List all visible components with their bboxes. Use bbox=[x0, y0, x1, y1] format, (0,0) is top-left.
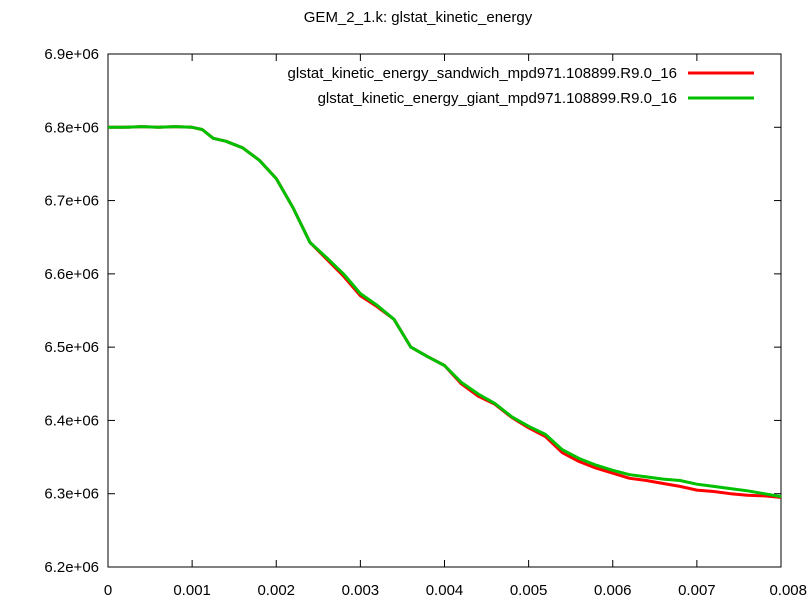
y-tick-label: 6.9e+06 bbox=[44, 46, 99, 63]
x-tick-label: 0.007 bbox=[678, 582, 716, 599]
series-line-2 bbox=[108, 125, 782, 499]
y-tick-label: 6.7e+06 bbox=[44, 193, 99, 210]
y-tick-label: 6.2e+06 bbox=[44, 559, 99, 576]
x-tick-label: 0.004 bbox=[426, 582, 464, 599]
legend-label-1: glstat_kinetic_energy_sandwich_mpd971.10… bbox=[288, 65, 677, 82]
chart-title: GEM_2_1.k: glstat_kinetic_energy bbox=[304, 9, 533, 26]
x-tick-label: 0.001 bbox=[173, 582, 211, 599]
y-tick-label: 6.3e+06 bbox=[44, 486, 99, 503]
x-tick-label: 0 bbox=[104, 582, 112, 599]
y-axis-ticks: 6.2e+06 6.3e+06 6.4e+06 6.5e+06 6.6e+06 6.7e+… bbox=[44, 46, 781, 576]
series-lines bbox=[108, 125, 782, 499]
series-line-1 bbox=[108, 125, 782, 499]
plot-area-frame bbox=[107, 53, 782, 568]
y-tick-label: 6.4e+06 bbox=[44, 412, 99, 429]
y-tick-label: 6.5e+06 bbox=[44, 339, 99, 356]
y-tick-label: 6.8e+06 bbox=[44, 119, 99, 136]
x-tick-label: 0.005 bbox=[510, 582, 548, 599]
legend: glstat_kinetic_energy_sandwich_mpd971.10… bbox=[288, 65, 754, 107]
y-tick-label: 6.6e+06 bbox=[44, 266, 99, 283]
x-tick-label: 0.008 bbox=[769, 582, 807, 599]
x-axis-ticks: 0 0.001 0.002 0.003 0.004 0.005 0.006 0.007 0.00… bbox=[104, 54, 807, 599]
x-tick-label: 0.003 bbox=[342, 582, 380, 599]
x-tick-label: 0.002 bbox=[257, 582, 295, 599]
legend-label-2: glstat_kinetic_energy_giant_mpd971.10889… bbox=[318, 90, 677, 107]
x-tick-label: 0.006 bbox=[594, 582, 632, 599]
